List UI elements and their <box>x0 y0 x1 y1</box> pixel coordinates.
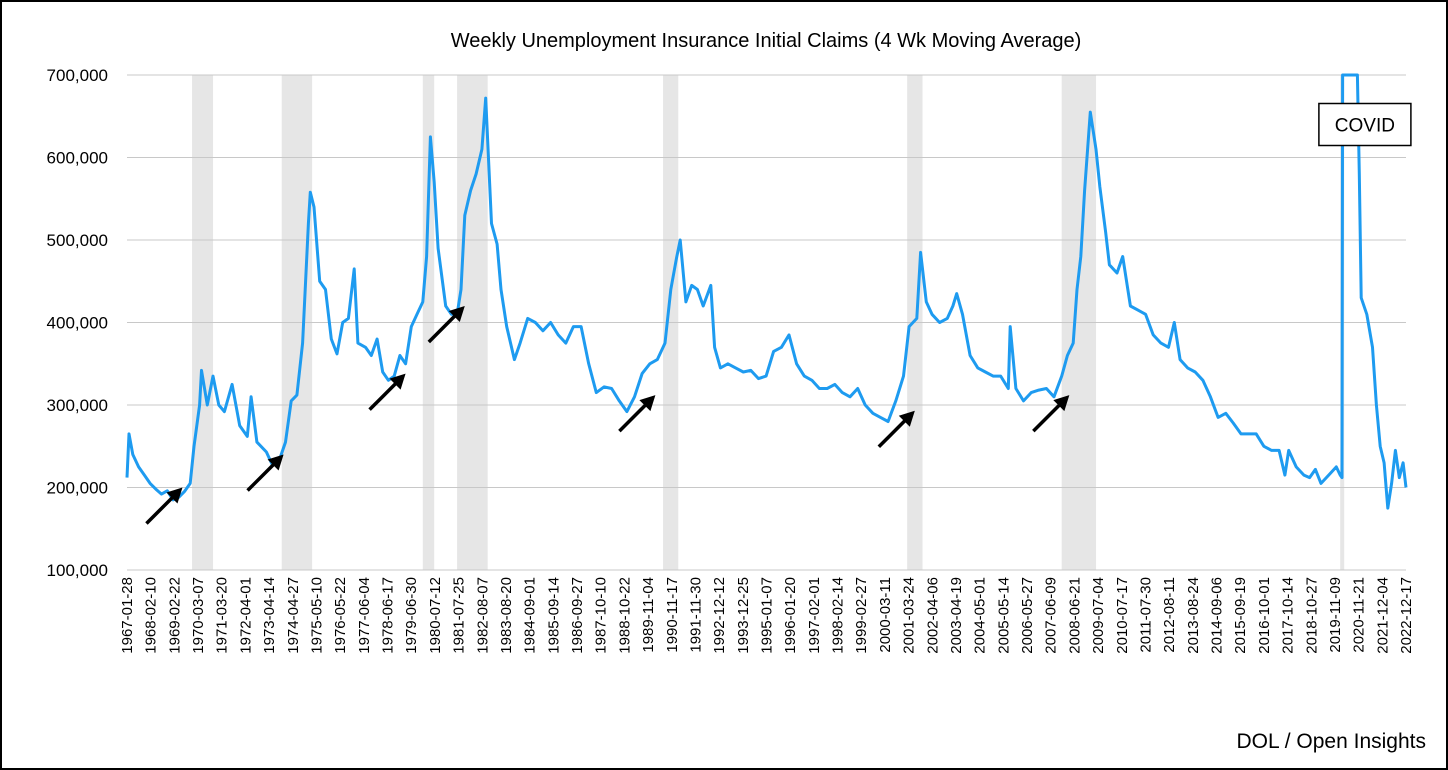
x-tick-label: 2002-04-06 <box>924 577 941 654</box>
arrow-shaft <box>1032 400 1064 433</box>
gridlines <box>127 74 1406 571</box>
y-tick-label: 400,000 <box>47 314 108 333</box>
x-tick-label: 2006-05-27 <box>1019 577 1036 654</box>
y-tick-label: 500,000 <box>47 231 108 250</box>
x-tick-label: 1998-02-14 <box>830 577 847 654</box>
annotation-arrow <box>368 373 406 411</box>
x-tick-label: 1973-04-14 <box>261 577 278 654</box>
arrow-shaft <box>246 460 278 492</box>
x-tick-label: 2020-11-21 <box>1351 577 1368 653</box>
annotation-box <box>1318 102 1412 147</box>
x-tick-label: 2015-09-19 <box>1232 577 1249 654</box>
arrows <box>145 306 1070 525</box>
x-tick-label: 1978-06-17 <box>380 577 397 654</box>
arrow-head <box>639 395 656 412</box>
series-line-group <box>125 73 1408 510</box>
x-tick-label: 1976-05-22 <box>332 577 349 654</box>
x-tick-label: 2000-03-11 <box>877 577 894 653</box>
x-tick-label: 1997-02-01 <box>806 577 823 654</box>
x-tick-label: 1980-07-12 <box>427 577 444 654</box>
y-tick-label: 200,000 <box>47 479 108 498</box>
x-tick-label: 1974-04-27 <box>285 577 302 654</box>
x-tick-label: 2017-10-14 <box>1280 577 1297 654</box>
x-tick-label: 1989-11-04 <box>640 577 657 653</box>
y-tick-label: 600,000 <box>47 149 108 168</box>
annotation-arrow <box>427 306 465 344</box>
arrow-head <box>448 306 465 322</box>
x-axis-ticks: 1967-01-28 1968-02-10 1969-02-22 1970-03-07… <box>119 577 1415 654</box>
x-tick-label: 1990-11-17 <box>664 577 681 653</box>
annotation-arrow <box>246 454 284 492</box>
x-tick-label: 2007-06-09 <box>1043 577 1060 654</box>
x-tick-label: 1970-03-07 <box>190 577 207 654</box>
x-tick-label: 2014-09-06 <box>1209 577 1226 654</box>
x-tick-label: 1988-10-22 <box>616 577 633 654</box>
annotation-arrow <box>877 410 915 449</box>
x-tick-label: 1985-09-14 <box>545 577 562 654</box>
x-tick-label: 1996-01-20 <box>782 577 799 654</box>
x-tick-label: 2008-06-21 <box>1066 577 1083 654</box>
arrow-shaft <box>427 311 460 344</box>
annotations: COVID <box>1318 102 1412 147</box>
source-credit: DOL / Open Insights <box>1236 730 1426 753</box>
x-tick-label: 2019-11-09 <box>1327 577 1344 653</box>
annotation-label: COVID <box>1335 116 1395 137</box>
arrow-shaft <box>618 400 650 433</box>
x-tick-label: 2013-08-24 <box>1185 577 1202 654</box>
chart-title: Weekly Unemployment Insurance Initial Cl… <box>451 30 1082 52</box>
arrow-shaft <box>368 379 400 411</box>
x-tick-label: 1971-03-20 <box>214 577 231 654</box>
arrow-head <box>166 487 183 504</box>
x-tick-label: 1999-02-27 <box>853 577 870 654</box>
x-tick-label: 1972-04-01 <box>237 577 254 654</box>
x-tick-label: 2003-04-19 <box>948 577 965 654</box>
x-tick-label: 1969-02-22 <box>166 577 183 654</box>
arrow-head <box>267 454 284 471</box>
x-tick-label: 2010-07-17 <box>1114 577 1131 654</box>
arrow-shaft <box>877 416 910 449</box>
x-tick-label: 1979-06-30 <box>403 577 420 654</box>
x-tick-label: 1981-07-25 <box>451 577 468 654</box>
y-tick-label: 700,000 <box>47 66 108 85</box>
x-tick-label: 1986-09-27 <box>569 577 586 654</box>
arrow-head <box>1053 395 1070 412</box>
y-tick-label: 100,000 <box>47 561 108 580</box>
x-tick-label: 1991-11-30 <box>687 577 704 653</box>
arrow-head <box>898 410 915 427</box>
x-tick-label: 1968-02-10 <box>143 577 160 654</box>
y-axis-ticks: 100,000 200,000 300,000 400,000 500,000 600,0… <box>47 66 108 580</box>
x-tick-label: 2009-07-04 <box>1090 577 1107 654</box>
x-tick-label: 1977-06-04 <box>356 577 373 654</box>
x-tick-label: 1995-01-07 <box>759 577 776 654</box>
x-tick-label: 2018-10-27 <box>1303 577 1320 654</box>
y-tick-label: 300,000 <box>47 396 108 415</box>
x-tick-label: 1967-01-28 <box>119 577 136 654</box>
arrow-shaft <box>145 493 177 525</box>
x-tick-label: 1993-12-25 <box>735 577 752 654</box>
x-tick-label: 2001-03-24 <box>901 577 918 654</box>
x-tick-label: 2021-12-04 <box>1374 577 1391 654</box>
x-tick-label: 1984-09-01 <box>522 577 539 654</box>
annotation-arrow <box>618 395 656 433</box>
x-tick-label: 1975-05-10 <box>308 577 325 654</box>
series-line <box>125 73 1408 510</box>
x-tick-label: 1982-08-07 <box>474 577 491 654</box>
x-tick-label: 1987-10-10 <box>593 577 610 654</box>
x-tick-label: 2022-12-17 <box>1398 577 1415 654</box>
x-tick-label: 2005-05-14 <box>995 577 1012 654</box>
annotation-arrow <box>145 487 183 525</box>
annotation-arrow <box>1032 395 1070 433</box>
arrow-head <box>389 373 406 390</box>
x-tick-label: 2016-10-01 <box>1256 577 1273 654</box>
x-tick-label: 2004-05-01 <box>972 577 989 654</box>
x-tick-label: 2011-07-30 <box>1137 577 1154 653</box>
x-tick-label: 1983-08-20 <box>498 577 515 654</box>
x-tick-label: 2012-08-11 <box>1161 577 1178 653</box>
x-tick-label: 1992-12-12 <box>711 577 728 654</box>
